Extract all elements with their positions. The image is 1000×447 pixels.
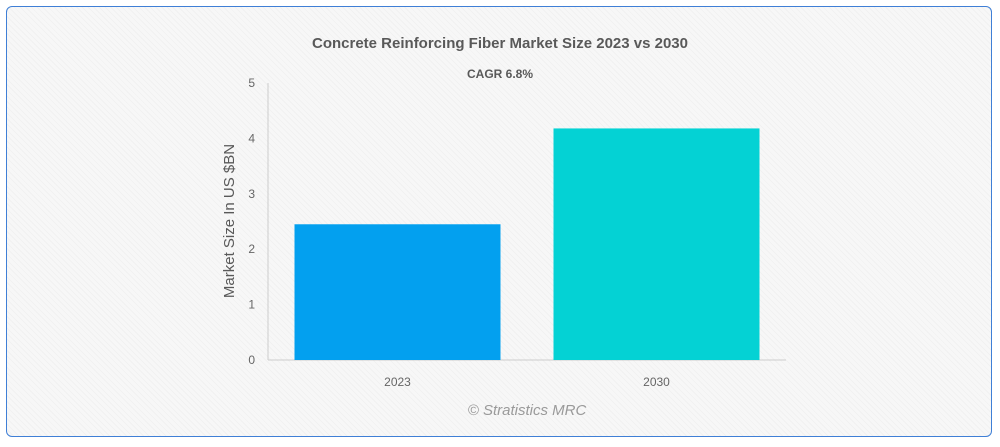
x-tick-label: 2030 — [643, 375, 670, 389]
y-axis-ticks: 0 1 2 3 4 5 — [248, 76, 255, 367]
bar-2030 — [553, 128, 760, 360]
y-tick-label: 3 — [248, 187, 255, 201]
chart-title: Concrete Reinforcing Fiber Market Size 2… — [312, 35, 688, 52]
bars — [294, 128, 760, 360]
y-tick-label: 4 — [248, 131, 255, 145]
chart-frame — [6, 6, 992, 437]
watermark: © Stratistics MRC — [468, 402, 587, 419]
y-axis-label: Market Size In US $BN — [221, 144, 238, 298]
y-tick-label: 1 — [248, 298, 255, 312]
x-axis-ticks: 2023 2030 — [384, 375, 670, 389]
bar-2023 — [294, 224, 501, 360]
chart-subtitle: CAGR 6.8% — [467, 67, 533, 81]
y-tick-label: 0 — [248, 353, 255, 367]
y-tick-label: 5 — [248, 76, 255, 90]
y-tick-label: 2 — [248, 242, 255, 256]
x-tick-label: 2023 — [384, 375, 411, 389]
